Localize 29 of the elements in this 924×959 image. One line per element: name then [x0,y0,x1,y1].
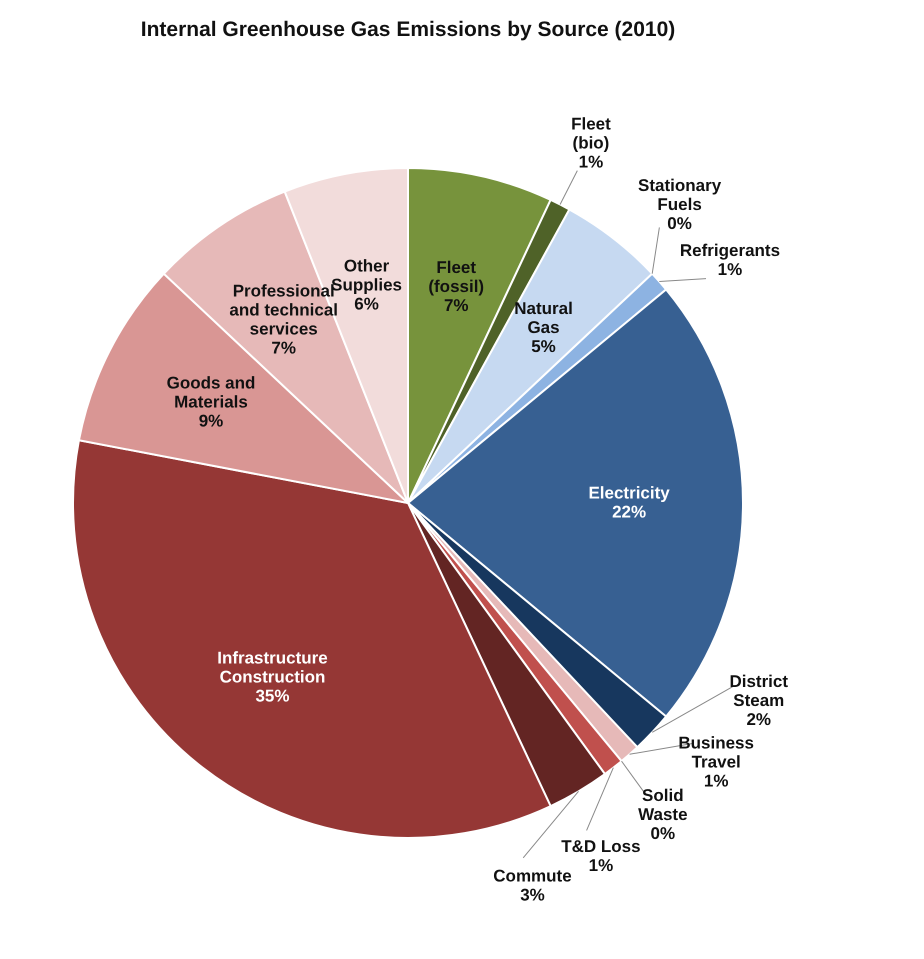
data-label: 35% [255,686,290,706]
data-label: 1% [718,260,742,279]
slice-label: District Steam [729,672,788,710]
text: 0% [667,214,692,234]
slice-label: Refrigerants [680,240,780,260]
data-label: 2% [746,710,772,730]
data-label: 9% [198,411,224,430]
data-label: 7% [271,338,296,358]
slice-label: Commute [493,866,572,886]
data-label: 1% [588,856,614,876]
data-label: 6% [354,294,379,314]
data-label: 22% [612,502,646,522]
text: 0% [650,824,676,843]
data-label: 1% [704,771,728,790]
slice-label: Electricity [588,483,670,502]
slice-label: T&D Loss [561,837,641,856]
legend-label: Solid Waste [638,786,688,824]
data-label: 5% [531,337,556,356]
data-label: 7% [444,296,469,315]
slice-label: Natural Gas [514,299,573,338]
slice-label: Infrastructure Construction [217,648,328,686]
slice-label: Business Travel [678,733,754,772]
slice-label: Fleet (fossil) [428,258,484,296]
data-label: 3% [520,886,545,905]
category-label: Stationary Fuels [638,176,722,214]
data-label: 1% [578,152,604,172]
slice-label: Goods and Materials [166,373,256,412]
chart-title: Internal Greenhouse Gas Emissions by Source (2010) [140,18,676,41]
slice-label: Fleet (bio) [571,114,612,153]
